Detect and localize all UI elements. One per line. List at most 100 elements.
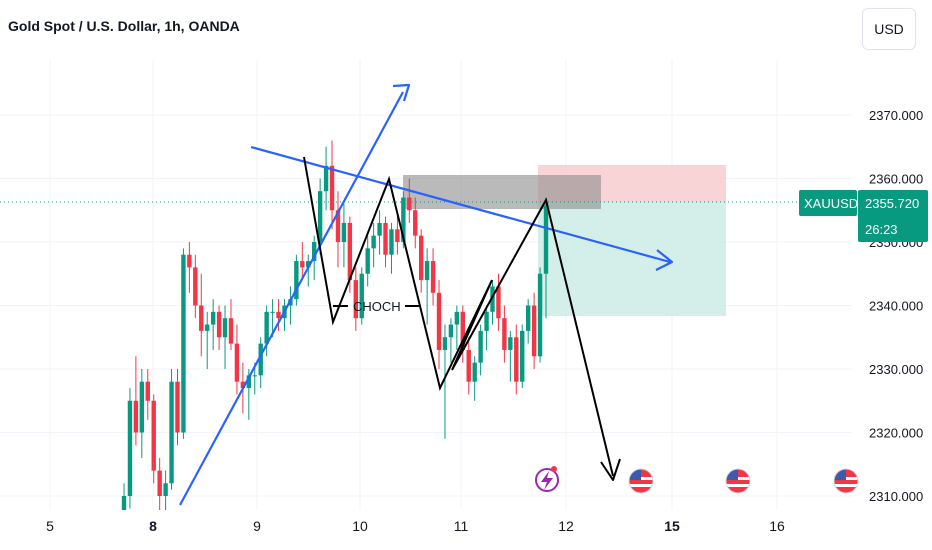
candle-body [418,235,424,281]
candle-body [216,311,222,338]
resistance-box[interactable] [403,175,601,209]
candle [371,222,376,268]
candle-body [300,261,305,268]
candle [448,318,454,363]
candle-series [121,140,549,510]
rising-trendline[interactable] [179,91,404,506]
candle-body [311,242,317,262]
candle-body [169,381,174,484]
candle-body [127,400,133,496]
candle-body [193,267,198,306]
price-pattern-zigzag[interactable] [303,156,614,477]
candle-body [531,305,537,357]
candle-body [543,205,549,274]
candle [335,191,341,268]
time-axis[interactable]: 5 8 9 10 11 12 15 16 [46,518,785,534]
candle-body [407,197,412,211]
candle [234,324,240,395]
candle-body [210,311,216,325]
take-profit-zone[interactable] [538,202,726,316]
candle-body [246,375,252,389]
candle-body [413,210,418,236]
candle-body [377,222,382,236]
candle-body [252,375,257,377]
candle [151,394,156,484]
price-value: 2355.720 [865,196,919,211]
candle [502,305,507,363]
candle [365,235,370,287]
candle-body [460,311,465,350]
last-price-tag: XAUUSD 2355.720 26:23 [799,190,928,242]
candle-body [353,280,359,319]
candle [169,369,174,490]
candle [508,330,513,382]
time-tick-label: 15 [664,518,680,534]
candle-body [145,381,150,401]
time-tick-label: 9 [253,518,261,534]
candle-body [537,273,543,357]
falling-trendline[interactable] [250,145,671,264]
candle [478,324,483,376]
candle [270,299,275,338]
candle [205,311,210,369]
candle-body [508,337,513,350]
candle-body [347,222,353,281]
candle [424,248,430,325]
candle-body [484,311,489,331]
us-flag-icon[interactable] [833,468,859,494]
candle-body [317,191,323,242]
candle [413,197,418,249]
us-flag-icon[interactable] [725,468,751,494]
candle-body [228,318,234,344]
candle-body [430,261,436,293]
candle [359,267,364,325]
candle-body [335,210,341,242]
price-axis[interactable]: 2370.0002360.0002350.0002340.0002330.000… [869,108,923,504]
candle [163,470,168,510]
candle [276,299,281,331]
candle-body [323,165,329,192]
candle [472,356,477,401]
rising-trendline-arrowhead [392,83,411,102]
candle [127,388,133,509]
candle [341,203,347,268]
time-tick-label: 11 [454,518,469,534]
candle-body [205,324,210,331]
candle [484,305,489,350]
candle-body [222,318,228,338]
candle [139,369,145,458]
candle-body [121,496,127,510]
time-tick-label: 8 [149,518,157,534]
candle-body [199,305,204,331]
time-tick-label: 16 [769,518,785,534]
candle [454,305,460,350]
candle-body [436,292,442,350]
candle [407,178,412,223]
price-tick-label: 2330.000 [869,362,923,377]
candle-body [442,337,448,350]
candle [323,146,329,211]
us-flag-icon[interactable] [628,468,654,494]
price-tick-label: 2340.000 [869,299,923,314]
lightning-icon[interactable] [535,466,559,492]
candle [157,457,162,510]
candle [531,292,537,369]
candle [181,248,186,439]
candle-body [175,381,180,433]
candle-body [478,330,483,363]
time-tick-label: 10 [352,518,368,534]
candle-body [520,330,525,382]
currency-button[interactable]: USD [862,8,916,50]
candle [430,248,436,306]
candle [442,324,448,439]
candle-body [395,229,400,242]
candle [383,216,388,268]
candle-body [151,400,156,471]
candle-body [264,311,269,344]
price-tag-bg [858,190,928,242]
candle [264,305,269,357]
candle [466,337,471,395]
candle-body [276,311,281,319]
candle-body [181,254,186,433]
